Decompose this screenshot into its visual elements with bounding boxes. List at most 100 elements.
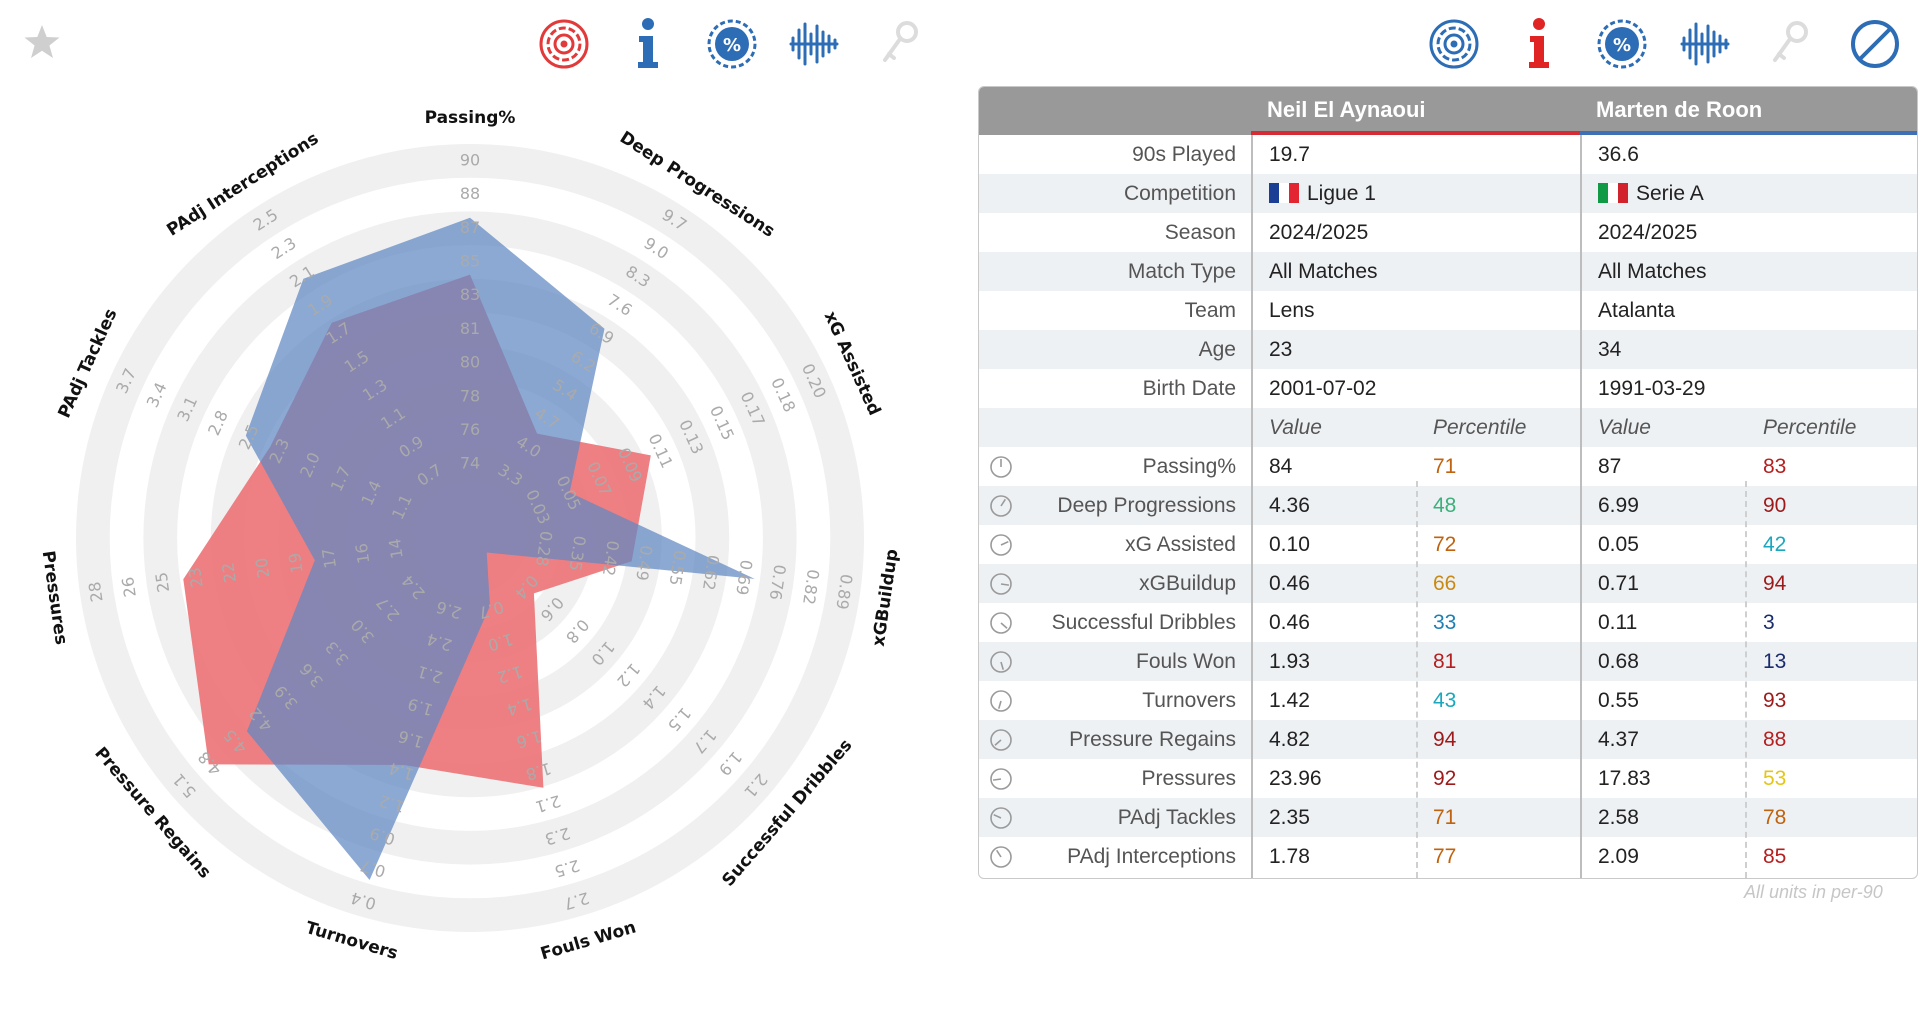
radar-chart: 74767880818385878890Passing%3.34.04.75.4… <box>38 108 903 964</box>
player2-percentile: 53 <box>1763 767 1787 790</box>
stat-label: Successful Dribbles <box>1051 611 1236 634</box>
row-label: Team <box>1184 299 1236 322</box>
radar-tick-label: 0.69 <box>732 558 756 596</box>
star-icon[interactable] <box>22 22 62 62</box>
stat-row: Deep Progressions 4.36 48 6.99 90 <box>979 486 1917 525</box>
stat-dial-icon <box>990 651 1012 673</box>
player1-value: Ligue 1 <box>1269 174 1376 213</box>
table-row: Season 2024/2025 2024/2025 <box>979 213 1917 252</box>
table-row: 90s Played 19.7 36.6 <box>979 135 1917 174</box>
row-label: Birth Date <box>1142 377 1236 400</box>
radar-target-icon[interactable] <box>1428 18 1480 70</box>
svg-text:%: % <box>723 35 741 56</box>
value-column-header: Value <box>1269 416 1322 439</box>
player2-value: Serie A <box>1598 174 1704 213</box>
player2-percentile: 93 <box>1763 689 1787 712</box>
player2-stat-value: 0.55 <box>1598 689 1639 712</box>
player1-value: 2024/2025 <box>1269 221 1369 244</box>
table-row: Age 23 34 <box>979 330 1917 369</box>
radar-tick-label: 78 <box>460 386 480 405</box>
competition-name: Serie A <box>1636 182 1704 205</box>
player2-header: Marten de Roon <box>1580 87 1917 135</box>
info-icon[interactable] <box>631 16 665 72</box>
player1-stat-value: 1.93 <box>1269 650 1310 673</box>
france-flag-icon <box>1269 177 1299 203</box>
clear-icon[interactable] <box>1849 18 1901 70</box>
player1-percentile: 66 <box>1433 572 1457 595</box>
radar-tick-label: 76 <box>460 420 480 439</box>
player2-stat-value: 0.71 <box>1598 572 1639 595</box>
stat-row: Fouls Won 1.93 81 0.68 13 <box>979 642 1917 681</box>
radar-axis-label: Fouls Won <box>538 917 638 964</box>
radar-tick-label: 28 <box>85 580 107 603</box>
player1-value: 2001-07-02 <box>1269 377 1377 400</box>
player1-header: Neil El Aynaoui <box>1251 87 1580 135</box>
table-row: Competition Ligue 1 Serie A <box>979 174 1917 213</box>
radar-tick-label: 17 <box>318 547 340 570</box>
player1-value: All Matches <box>1269 260 1378 283</box>
stat-label: PAdj Tackles <box>1117 806 1236 829</box>
player1-stat-value: 1.78 <box>1269 845 1310 868</box>
radar-target-icon[interactable] <box>538 18 590 70</box>
radar-axis-label: Passing% <box>425 108 516 128</box>
player2-percentile: 88 <box>1763 728 1787 751</box>
radar-tick-label: 20 <box>252 556 274 579</box>
info-icon[interactable] <box>1522 16 1556 72</box>
key-icon[interactable] <box>880 20 920 66</box>
radar-tick-label: 81 <box>460 319 480 338</box>
player1-percentile: 72 <box>1433 533 1457 556</box>
player1-stat-value: 23.96 <box>1269 767 1322 790</box>
radar-tick-label: 26 <box>118 576 140 599</box>
stat-row: Successful Dribbles 0.46 33 0.11 3 <box>979 603 1917 642</box>
stat-row: PAdj Interceptions 1.78 77 2.09 85 <box>979 837 1917 876</box>
player2-stat-value: 4.37 <box>1598 728 1639 751</box>
radar-axis-label: xGBuildup <box>869 548 903 648</box>
radar-tick-label: 0.42 <box>599 539 623 577</box>
player2-percentile: 13 <box>1763 650 1787 673</box>
radar-tick-label: 80 <box>460 353 480 372</box>
svg-text:%: % <box>1613 35 1631 56</box>
player1-percentile: 71 <box>1433 455 1457 478</box>
player1-value: 23 <box>1269 338 1293 361</box>
table-row: Match Type All Matches All Matches <box>979 252 1917 291</box>
table-header <box>979 87 1917 135</box>
radar-series-2 <box>245 217 755 880</box>
player2-percentile: 85 <box>1763 845 1787 868</box>
table-row: Birth Date 2001-07-02 1991-03-29 <box>979 369 1917 408</box>
row-label: Season <box>1164 221 1236 244</box>
subheader-row: Value Percentile Value Percentile <box>979 408 1917 447</box>
row-label: Competition <box>1123 182 1236 205</box>
percentile-icon[interactable]: % <box>706 18 758 70</box>
stat-dial-icon <box>990 690 1012 712</box>
radar-tick-label: 25 <box>152 571 174 594</box>
competition-name: Ligue 1 <box>1307 182 1376 205</box>
player1-stat-value: 84 <box>1269 455 1293 478</box>
key-icon[interactable] <box>1770 20 1810 66</box>
stat-row: xGBuildup 0.46 66 0.71 94 <box>979 564 1917 603</box>
radar-tick-label: 0.28 <box>532 530 556 568</box>
player2-percentile: 83 <box>1763 455 1787 478</box>
stat-dial-icon <box>990 729 1012 751</box>
stat-label: xG Assisted <box>1125 533 1236 556</box>
stat-label: Pressure Regains <box>1069 728 1236 751</box>
radar-tick-label: 16 <box>352 542 374 565</box>
stat-label: PAdj Interceptions <box>1067 845 1236 868</box>
value-column-header: Value <box>1598 416 1651 439</box>
player2-percentile: 94 <box>1763 572 1787 595</box>
radar-tick-label: 0.76 <box>766 563 790 601</box>
distribution-icon[interactable] <box>1680 18 1730 68</box>
radar-tick-label: 0.82 <box>799 568 823 606</box>
radar-axis-label: Turnovers <box>303 918 400 964</box>
stat-row: Pressure Regains 4.82 94 4.37 88 <box>979 720 1917 759</box>
stat-dial-icon <box>990 534 1012 556</box>
player1-stat-value: 4.36 <box>1269 494 1310 517</box>
distribution-icon[interactable] <box>789 18 839 68</box>
player1-stat-value: 0.46 <box>1269 611 1310 634</box>
player2-stat-value: 17.83 <box>1598 767 1651 790</box>
player1-stat-value: 1.42 <box>1269 689 1310 712</box>
player1-value: 19.7 <box>1269 143 1310 166</box>
player2-percentile: 78 <box>1763 806 1787 829</box>
player2-percentile: 3 <box>1763 611 1775 634</box>
percentile-icon[interactable]: % <box>1596 18 1648 70</box>
radar-tick-label: 0.49 <box>632 544 656 582</box>
